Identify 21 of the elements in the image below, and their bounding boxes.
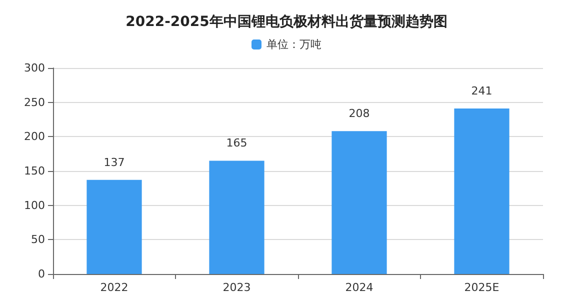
data-label: 137 xyxy=(104,156,125,169)
data-label: 165 xyxy=(226,136,248,150)
x-tick-label: 2024 xyxy=(345,281,374,294)
x-tick-label: 2023 xyxy=(222,281,251,294)
data-label: 241 xyxy=(471,84,492,98)
data-label: 208 xyxy=(348,107,370,120)
y-tick-label: 100 xyxy=(24,198,45,212)
bar xyxy=(454,108,510,274)
y-tick-label: 300 xyxy=(24,62,45,74)
x-tick-label: 2022 xyxy=(100,281,128,294)
bar xyxy=(86,180,142,274)
x-tick-label: 2025E xyxy=(464,281,500,294)
y-tick-label: 150 xyxy=(24,164,45,178)
chart-title: 2022-2025年中国锂电负极材料出货量预测趋势图 xyxy=(126,14,448,30)
y-tick-label: 250 xyxy=(24,96,45,109)
legend-label: 单位：万吨 xyxy=(266,38,322,51)
y-tick-label: 0 xyxy=(38,268,45,280)
bar xyxy=(209,160,264,274)
y-tick-label: 50 xyxy=(31,233,45,246)
bar xyxy=(332,131,387,274)
y-tick-label: 200 xyxy=(24,130,45,144)
